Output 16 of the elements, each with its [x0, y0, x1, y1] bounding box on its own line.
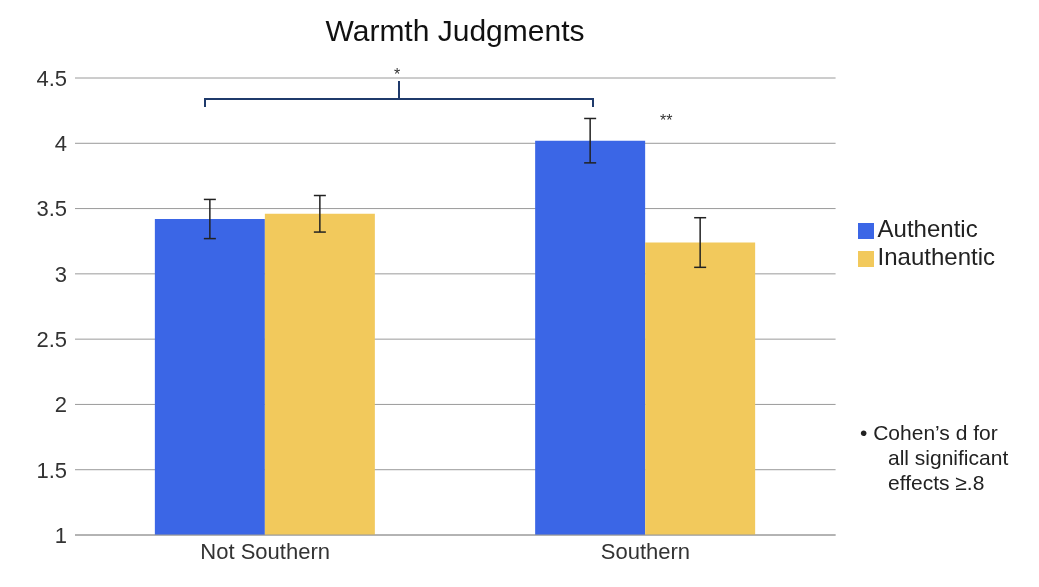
x-tick-label: Southern: [600, 538, 691, 564]
x-tick-label: Not Southern: [200, 538, 330, 564]
y-tick-label: 1: [54, 522, 67, 548]
chart-title: Warmth Judgments: [324, 14, 586, 48]
y-tick-label: 2: [54, 392, 67, 418]
y-tick-label: 1.5: [36, 457, 67, 483]
y-tick-label: 4.5: [36, 65, 67, 91]
text: • Cohen’s d for all significant effects ≥.8: [860, 420, 1010, 496]
y-tick-label: 2.5: [36, 326, 67, 352]
annotation: *: [394, 66, 401, 84]
legend-label: Authentic: [877, 215, 978, 242]
legend-label: Inauthentic: [877, 243, 995, 270]
annotation: **: [660, 112, 673, 130]
y-tick-label: 3: [54, 261, 67, 287]
y-tick-label: 4: [54, 131, 67, 157]
y-tick-label: 3.5: [36, 196, 67, 222]
